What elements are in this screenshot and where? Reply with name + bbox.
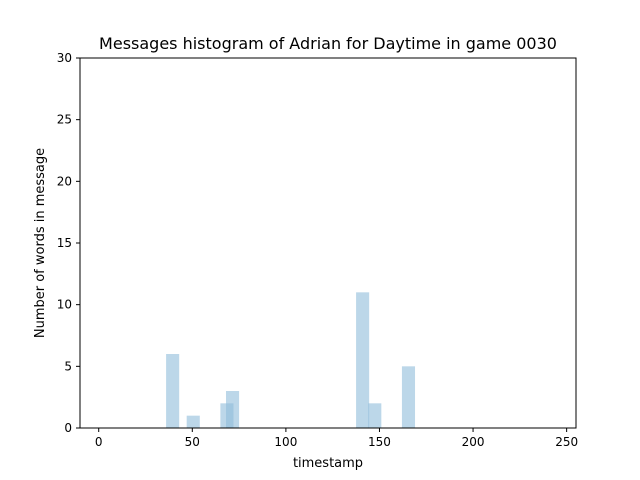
y-tick-label: 0 (64, 421, 72, 435)
y-axis-ticks: 0 5 10 15 20 25 30 (57, 51, 80, 435)
y-tick-label: 20 (57, 174, 72, 188)
chart-title: Messages histogram of Adrian for Daytime… (99, 34, 557, 53)
y-tick-label: 30 (57, 51, 72, 65)
y-tick-label: 5 (64, 359, 72, 373)
histogram-bar (401, 366, 416, 428)
y-tick-label: 15 (57, 236, 72, 250)
x-axis-label: timestamp (293, 456, 363, 471)
x-tick-label: 150 (368, 435, 391, 449)
x-tick-label: 200 (462, 435, 485, 449)
histogram-bar (186, 415, 200, 428)
y-tick-label: 25 (57, 113, 72, 127)
y-tick-label: 10 (57, 298, 72, 312)
histogram-bar (225, 391, 240, 428)
x-tick-label: 100 (274, 435, 297, 449)
plot-area-frame (79, 57, 577, 429)
x-tick-label: 0 (95, 435, 103, 449)
y-axis-label: Number of words in message (33, 148, 48, 338)
bars-layer (166, 292, 416, 428)
x-axis-ticks: 0 50 100 150 200 250 (95, 428, 578, 449)
histogram-bar (356, 292, 370, 428)
x-tick-label: 250 (555, 435, 578, 449)
histogram-bar (368, 403, 382, 428)
x-tick-label: 50 (185, 435, 200, 449)
histogram-bar (166, 354, 180, 428)
